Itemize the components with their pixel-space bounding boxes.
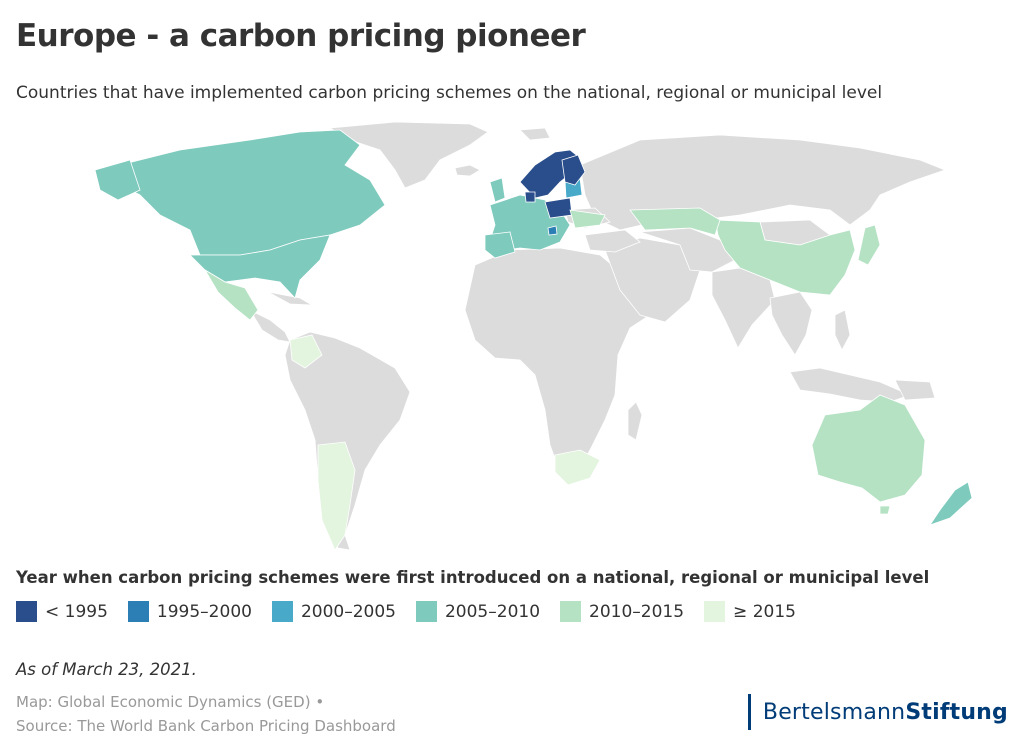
region-south-africa [554, 449, 601, 486]
legend-label: < 1995 [45, 601, 108, 622]
region-colombia [289, 334, 323, 369]
region-philippines [834, 309, 851, 351]
legend-label: 1995–2000 [156, 601, 252, 622]
legend-label: 2000–2005 [300, 601, 396, 622]
region-central-america [248, 309, 291, 343]
legend-item-2000-2005: 2000–2005 [271, 601, 396, 622]
region-greenland [328, 121, 489, 189]
legend-swatch [271, 601, 293, 622]
region-australia [811, 394, 926, 503]
legend-item-1995-2000: 1995–2000 [127, 601, 252, 622]
region-madagascar [627, 401, 643, 441]
legend-item-2005-2010: 2005–2010 [415, 601, 541, 622]
region-iceland [454, 164, 481, 177]
brand-part2: Stiftung [905, 699, 1008, 725]
legend-item-after-2015: ≥ 2015 [704, 601, 796, 622]
map-credit: Map: Global Economic Dynamics (GED) • [16, 693, 325, 711]
region-india [711, 267, 776, 349]
region-middle-east [604, 237, 701, 323]
legend-item-2010-2015: 2010–2015 [560, 601, 684, 622]
region-eastern-europe [569, 209, 606, 229]
region-new-zealand [929, 481, 973, 526]
brand-logo: BertelsmannStiftung [747, 694, 1008, 730]
legend-title: Year when carbon pricing schemes were fi… [16, 568, 930, 587]
legend-swatch [704, 601, 726, 622]
legend-swatch [127, 601, 149, 622]
legend: < 1995 1995–2000 2000–2005 2005–2010 201… [16, 601, 816, 622]
region-slovenia [547, 225, 558, 236]
legend-swatch [415, 601, 437, 622]
region-arctic-islands [519, 127, 551, 141]
world-map [94, 121, 973, 551]
region-japan [857, 224, 881, 266]
brand-part1: Bertelsmann [762, 699, 906, 725]
region-alaska [94, 159, 141, 201]
region-southeast-asia [769, 291, 813, 356]
region-south-america [284, 331, 411, 551]
region-china [714, 219, 856, 296]
region-uk [489, 177, 506, 203]
region-tasmania [879, 505, 891, 515]
legend-item-before-1995: < 1995 [16, 601, 108, 622]
legend-swatch [16, 601, 37, 622]
brand-bar [747, 694, 751, 730]
region-indonesia [789, 367, 912, 403]
region-denmark [524, 191, 536, 203]
region-russia [579, 134, 947, 231]
region-canada [119, 129, 386, 256]
legend-label: 2005–2010 [444, 601, 541, 622]
chart-subtitle: Countries that have implemented carbon p… [16, 83, 883, 103]
region-kazakhstan [629, 207, 721, 236]
region-mexico [204, 269, 259, 321]
region-poland [544, 197, 573, 219]
region-caribbean [267, 291, 313, 306]
region-iberia [484, 231, 516, 259]
region-papua [894, 379, 936, 401]
region-finland [561, 154, 586, 186]
legend-label: ≥ 2015 [733, 601, 796, 622]
legend-label: 2010–2015 [589, 601, 685, 622]
chart-title: Europe - a carbon pricing pioneer [16, 18, 586, 54]
brand-wordmark: BertelsmannStiftung [763, 700, 1008, 725]
region-central-asia [639, 227, 736, 273]
source-credit: Source: The World Bank Carbon Pricing Da… [16, 717, 396, 735]
legend-swatch [560, 601, 582, 622]
region-argentina-chile [317, 441, 356, 551]
region-turkey [584, 229, 641, 253]
date-note: As of March 23, 2021. [16, 660, 197, 679]
